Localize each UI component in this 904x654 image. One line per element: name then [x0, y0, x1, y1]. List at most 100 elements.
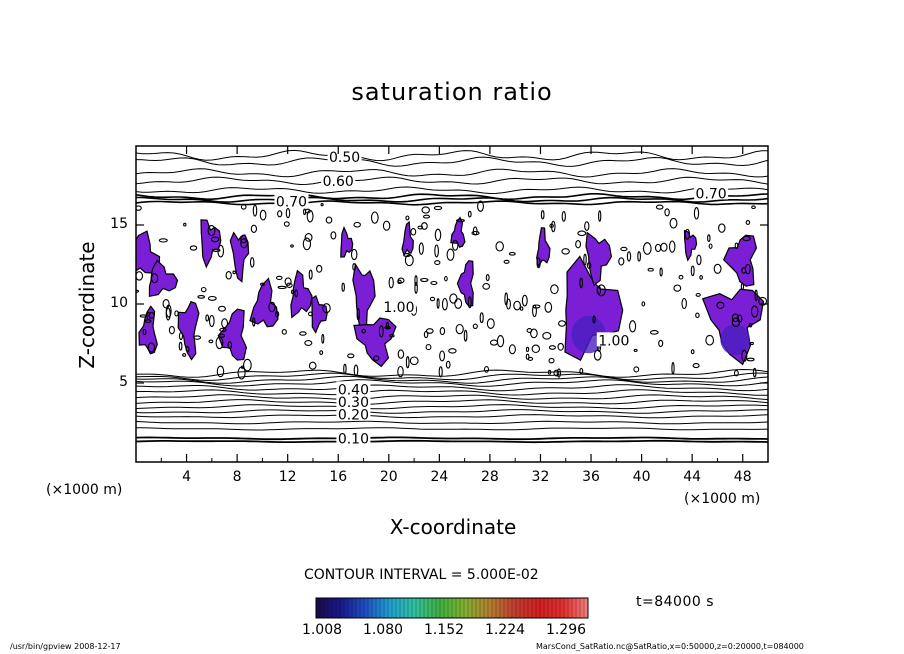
- contour-blob: [148, 312, 155, 319]
- contour-blob: [664, 208, 670, 217]
- contour-blob: [671, 362, 675, 375]
- contour-blob: [243, 358, 252, 372]
- contour-blob: [325, 216, 333, 224]
- contour-blob: [740, 283, 745, 290]
- contour-line: [136, 399, 768, 405]
- contour-blob: [690, 265, 695, 277]
- contour-blob: [299, 331, 307, 336]
- contour-blob: [731, 317, 741, 328]
- contour-blob: [575, 240, 582, 249]
- contour-blob: [353, 364, 359, 377]
- contour-blob: [316, 264, 323, 273]
- contour-blob: [200, 286, 207, 293]
- contour-blob: [397, 279, 402, 285]
- contour-blob: [434, 260, 441, 266]
- contour-blob: [388, 276, 394, 289]
- contour-blob: [561, 211, 566, 222]
- contour-blob: [658, 339, 664, 348]
- contour-blob: [446, 248, 455, 261]
- contour-blob: [678, 274, 684, 280]
- contour-blob: [290, 244, 294, 248]
- contour-label-bg: [327, 149, 362, 164]
- contour-blob: [275, 275, 283, 281]
- contour-blob: [389, 334, 395, 338]
- contour-blob: [734, 242, 739, 249]
- contour-blob: [218, 305, 226, 312]
- contour-blob: [240, 204, 247, 210]
- contour-blob: [692, 363, 700, 369]
- contour-blob: [463, 329, 468, 342]
- contour-blob: [430, 280, 438, 286]
- contour-blob: [758, 296, 768, 306]
- contour-blob: [577, 230, 587, 237]
- contour-blob: [417, 225, 424, 230]
- y-axis-label: Z-coordinate: [75, 241, 99, 369]
- contour-blob: [189, 245, 198, 251]
- contour-blob: [649, 330, 659, 335]
- contour-label: 0.40: [338, 382, 369, 398]
- contour-blob: [139, 314, 147, 318]
- contour-blob: [136, 205, 142, 211]
- colorbar-tick-label: 1.080: [362, 622, 404, 638]
- shaded-region: [177, 300, 200, 361]
- contour-line: [136, 200, 768, 206]
- shaded-region: [352, 262, 376, 334]
- contour-blob: [750, 305, 759, 318]
- contour-blob: [558, 320, 566, 327]
- contour-blob: [586, 262, 592, 269]
- y-tick-label: 5: [119, 374, 128, 390]
- contour-blob: [403, 253, 411, 257]
- footer-source: MarsCond_SatRatio.nc@SatRatio,x=0:50000,…: [536, 642, 804, 651]
- contour-blob: [659, 267, 663, 277]
- y-tick-label: 10: [110, 295, 128, 311]
- contour-blob: [530, 328, 538, 339]
- contour-blob: [294, 289, 299, 298]
- contour-label: 0.50: [329, 150, 360, 166]
- contour-blob: [467, 210, 472, 218]
- contour-blob: [353, 221, 361, 228]
- contour-blob: [418, 242, 424, 255]
- contour-blob: [250, 224, 258, 233]
- contour-blob: [596, 284, 606, 297]
- contour-blob: [489, 339, 499, 346]
- contour-label: 1.00: [598, 333, 629, 349]
- contour-blob: [158, 238, 168, 243]
- contour-label-bg: [596, 332, 631, 347]
- x-tick-label: 44: [683, 469, 702, 485]
- contour-blob: [232, 270, 237, 275]
- x-tick-label: 40: [632, 469, 651, 485]
- contour-blob: [370, 211, 379, 224]
- contour-blob: [742, 235, 751, 242]
- contour-blob: [550, 284, 559, 295]
- contour-blob: [444, 275, 448, 282]
- x-tick-label: 28: [480, 469, 499, 485]
- contour-blob: [655, 204, 664, 210]
- contour-blob: [696, 254, 702, 266]
- contour-blob: [441, 297, 448, 311]
- contour-line: [136, 420, 768, 425]
- contour-line: [136, 439, 768, 444]
- contour-blob: [347, 353, 355, 359]
- contour-label: 0.20: [338, 408, 369, 424]
- contour-blob: [642, 242, 652, 255]
- contour-blob: [548, 357, 555, 364]
- contour-blob: [322, 303, 331, 314]
- contour-blob: [308, 269, 313, 280]
- shaded-region: [401, 220, 414, 257]
- shaded-region: [340, 225, 354, 258]
- contour-line: [136, 149, 768, 162]
- contour-blob: [249, 257, 255, 268]
- contour-blob: [479, 312, 484, 324]
- contour-blob: [525, 353, 530, 360]
- contour-blob: [397, 365, 404, 378]
- contour-label-bg: [336, 430, 371, 445]
- contour-blob: [207, 295, 217, 301]
- contour-blob: [477, 200, 484, 212]
- contour-blob: [252, 204, 258, 217]
- contour-blob: [165, 307, 171, 321]
- contour-blob: [467, 296, 472, 309]
- contour-blob: [162, 299, 170, 309]
- contour-blob: [751, 205, 756, 210]
- contour-blob: [690, 349, 695, 355]
- contour-blob: [252, 317, 256, 327]
